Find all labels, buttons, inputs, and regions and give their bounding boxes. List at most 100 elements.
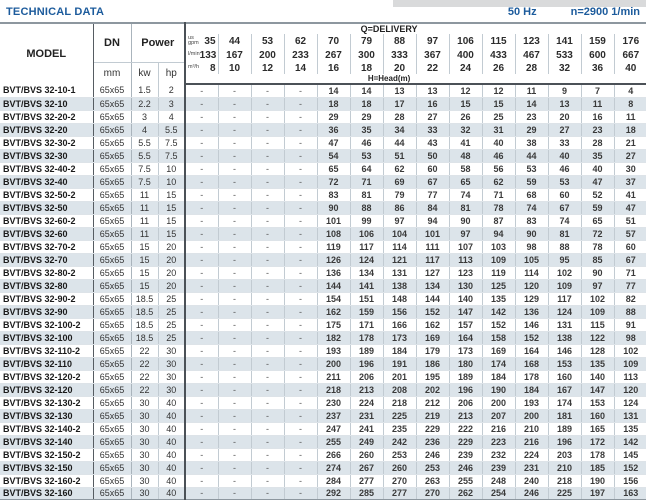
head-value: 105 — [515, 253, 549, 267]
head-value: - — [185, 461, 219, 475]
delivery-value: 79 — [350, 34, 384, 48]
model-name: BVT/BVS 32-80 — [0, 279, 94, 293]
table-row: BVT/BVS 32-30 65x65 5.5 7.5- - - -54 53 51 50 48 46… — [0, 149, 646, 163]
head-value: 246 — [416, 448, 450, 462]
head-value: 98 — [515, 240, 549, 254]
dn-value: 65x65 — [93, 162, 132, 176]
head-value: 292 — [317, 487, 351, 500]
head-value: - — [284, 292, 318, 306]
head-value: - — [251, 318, 285, 332]
head-value: 53 — [548, 175, 582, 189]
head-value: 239 — [482, 461, 516, 475]
head-value: 190 — [482, 383, 516, 397]
model-name: BVT/BVS 32-80-2 — [0, 266, 94, 280]
head-value: 23 — [515, 110, 549, 124]
head-value: - — [185, 253, 219, 267]
power-hp-value: 40 — [158, 487, 187, 500]
model-name: BVT/BVS 32-110-2 — [0, 344, 94, 358]
head-value: 191 — [383, 357, 417, 371]
head-value: 102 — [614, 344, 646, 358]
table-row: BVT/BVS 32-80 65x65 15 20- - - -144 141 138 134 13… — [0, 279, 646, 293]
model-name: BVT/BVS 32-70-2 — [0, 240, 94, 254]
head-value: 210 — [548, 461, 582, 475]
head-value: - — [251, 344, 285, 358]
head-value: 193 — [317, 344, 351, 358]
power-hp-value: 40 — [158, 474, 187, 488]
head-value: 120 — [614, 383, 646, 397]
table-row: BVT/BVS 32-40 65x65 7.5 10- - - -72 71 69 67 65 62 5… — [0, 175, 646, 189]
power-kw-value: 30 — [131, 474, 159, 488]
dn-value: 65x65 — [93, 201, 132, 215]
head-value: 18 — [317, 97, 351, 111]
head-value: 87 — [482, 214, 516, 228]
power-hp-value: 15 — [158, 227, 187, 241]
head-value: 44 — [515, 149, 549, 163]
power-hp-value: 20 — [158, 266, 187, 280]
head-value: 236 — [416, 435, 450, 449]
power-kw-value: 22 — [131, 344, 159, 358]
head-value: - — [185, 240, 219, 254]
model-name: BVT/BVS 32-120 — [0, 383, 94, 397]
head-value: - — [251, 110, 285, 124]
head-value: - — [185, 422, 219, 436]
delivery-value: 70 — [317, 34, 351, 48]
head-value: 138 — [383, 279, 417, 293]
delivery-value: 400 — [449, 48, 483, 62]
head-value: 156 — [383, 305, 417, 319]
head-value: 69 — [383, 175, 417, 189]
head-value: - — [185, 292, 219, 306]
table-row: BVT/BVS 32-80-2 65x65 15 20- - - -136 134 131 127… — [0, 266, 646, 280]
head-value: 200 — [515, 409, 549, 423]
head-value: 249 — [350, 435, 384, 449]
head-value: 111 — [416, 240, 450, 254]
unit-label-m3h: m³/h — [188, 64, 200, 71]
head-value: 144 — [416, 292, 450, 306]
head-value: 72 — [317, 175, 351, 189]
head-value: - — [251, 409, 285, 423]
head-value: 78 — [482, 201, 516, 215]
head-value: 235 — [383, 422, 417, 436]
table-row: BVT/BVS 32-150-2 65x65 30 40- - - -266 260 253 24… — [0, 448, 646, 462]
power-kw-value: 30 — [131, 422, 159, 436]
head-value: 41 — [614, 188, 646, 202]
head-value: 138 — [548, 331, 582, 345]
head-value: 130 — [449, 279, 483, 293]
head-value: 186 — [416, 357, 450, 371]
head-value: 197 — [581, 487, 615, 500]
head-value: - — [218, 136, 252, 150]
head-value: 40 — [482, 136, 516, 150]
head-value: - — [218, 305, 252, 319]
head-value: - — [251, 474, 285, 488]
power-kw-value: 1.5 — [131, 84, 159, 98]
power-kw-value: 18.5 — [131, 331, 159, 345]
head-value: 20 — [548, 110, 582, 124]
head-value: 13 — [548, 97, 582, 111]
head-value: 135 — [482, 292, 516, 306]
head-value: 169 — [416, 331, 450, 345]
head-value: - — [185, 487, 219, 500]
head-value: 270 — [383, 474, 417, 488]
dn-value: 65x65 — [93, 97, 132, 111]
head-value: - — [218, 370, 252, 384]
head-value: 229 — [449, 435, 483, 449]
delivery-row-m3h: mm kw hp m³/h 8 10 12 14 16 18 20 22 24 26 28 32 36 40 — [0, 62, 646, 84]
delivery-value: 267 — [317, 48, 351, 62]
dn-value: 65x65 — [93, 110, 132, 124]
head-value: - — [284, 305, 318, 319]
head-value: 90 — [449, 214, 483, 228]
model-name: BVT/BVS 32-10-1 — [0, 84, 94, 98]
delivery-value: 141 — [548, 34, 582, 48]
head-value: - — [284, 461, 318, 475]
dn-value: 65x65 — [93, 214, 132, 228]
head-value: 48 — [449, 149, 483, 163]
head-value: 78 — [581, 240, 615, 254]
delivery-value: 10 — [218, 62, 252, 74]
head-value: 239 — [449, 448, 483, 462]
dn-value: 65x65 — [93, 123, 132, 137]
head-value: 196 — [449, 383, 483, 397]
head-value: 266 — [317, 448, 351, 462]
head-value: 142 — [614, 435, 646, 449]
head-value: - — [251, 136, 285, 150]
head-value: - — [284, 110, 318, 124]
power-kw-value: 22 — [131, 357, 159, 371]
